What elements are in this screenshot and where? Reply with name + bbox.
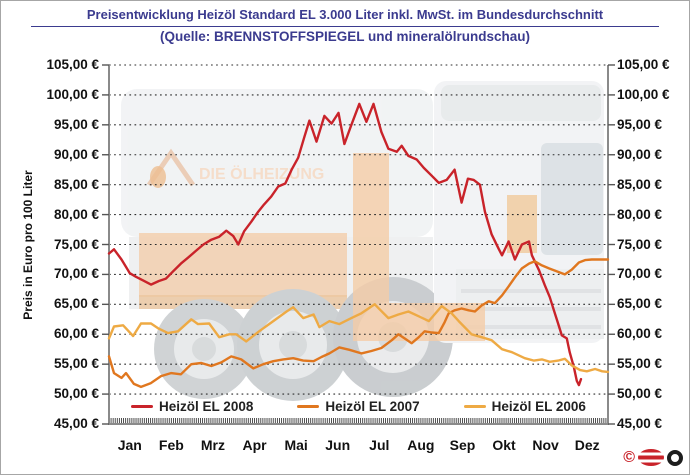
legend-label: Heizöl EL 2007 [325,399,420,414]
month-label-sep: Sep [449,437,476,453]
y-tick-label-left: 70,00 € [53,266,99,282]
y-tick-label-left: 55,00 € [53,356,99,372]
legend-label: Heizöl EL 2008 [159,399,254,414]
legend-item-heiz-l-el-2007: Heizöl EL 2007 [297,399,420,414]
y-tick-label-left: 105,00 € [46,57,99,72]
y-tick-label-left: 75,00 € [53,236,99,252]
legend-label: Heizöl EL 2006 [491,399,586,414]
publisher-logo: © [623,449,683,466]
page-title: Preisentwicklung Heizöl Standard EL 3.00… [31,7,659,27]
y-tick-label-right: 70,00 € [617,266,663,282]
y-tick-label-left: 95,00 € [53,116,99,132]
month-label-dez: Dez [574,437,600,453]
truck-watermark: DIE ÖLHEIZUNG [121,81,604,401]
month-label-okt: Okt [492,437,516,453]
legend-item-heiz-l-el-2006: Heizöl EL 2006 [463,399,586,414]
y-tick-label-right: 55,00 € [617,356,663,372]
legend-item-heiz-l-el-2008: Heizöl EL 2008 [131,399,253,414]
y-tick-label-right: 90,00 € [617,146,663,162]
legend-swatch-icon [463,404,486,409]
month-label-mrz: Mrz [200,437,226,453]
y-tick-label-left: 60,00 € [53,326,99,342]
y-tick-label-left: 45,00 € [53,416,99,431]
y-tick-label-right: 50,00 € [617,386,663,402]
x-axis-labels: Jan Feb Mrz Apr Mai Jun Jul Aug Sep Okt Nov Dez [109,437,608,455]
watermark-logo-text: DIE ÖLHEIZUNG [199,164,324,183]
series-line-heiz-l-el-2008 [107,102,583,387]
y-tick-label-right: 45,00 € [617,416,663,431]
month-label-mai: Mai [284,437,308,453]
month-label-jan: Jan [117,437,142,453]
axes [102,64,615,425]
legend-swatch-icon [297,404,320,409]
y-tick-label-right: 75,00 € [617,236,663,252]
y-tick-label-right: 105,00 € [617,57,670,72]
y-tick-label-right: 60,00 € [617,326,663,342]
y-axis-labels-right: 105,00 € 100,00 € 95,00 € 90,00 € 85,00 € 80,… [614,1,689,474]
x-minor-ticks [108,418,609,423]
month-label-jun: Jun [325,437,351,453]
copyright-icon: © [623,448,635,466]
month-label-nov: Nov [532,437,559,453]
y-tick-label-right: 80,00 € [617,206,663,222]
y-tick-label-right: 65,00 € [617,296,663,312]
y-axis-labels-left: 105,00 € 100,00 € 95,00 € 90,00 € 85,00 € 80,… [1,1,101,474]
y-tick-label-right: 100,00 € [617,86,670,102]
y-tick-label-left: 50,00 € [53,386,99,402]
chart-legend: Heizöl EL 2008 Heizöl EL 2007 Heizöl EL 20… [109,399,608,414]
publisher-logo-ring-icon [667,449,683,466]
y-tick-label-left: 90,00 € [53,146,99,162]
month-label-aug: Aug [407,437,435,453]
month-label-jul: Jul [369,437,390,453]
month-label-feb: Feb [158,437,184,453]
series-line-heiz-l-el-2007 [107,258,610,389]
y-tick-label-right: 85,00 € [617,176,663,192]
series-line-heiz-l-el-2006 [107,303,610,374]
y-tick-label-left: 85,00 € [53,176,99,192]
y-tick-label-left: 80,00 € [53,206,99,222]
y-tick-label-left: 100,00 € [46,86,99,102]
legend-swatch-icon [131,404,154,409]
y-tick-label-left: 65,00 € [53,296,99,312]
publisher-logo-bars-icon [638,449,664,466]
month-label-apr: Apr [242,437,267,453]
page-subtitle: (Quelle: BRENNSTOFFSPIEGEL und mineralöl… [159,29,531,44]
y-tick-label-right: 95,00 € [617,116,663,132]
